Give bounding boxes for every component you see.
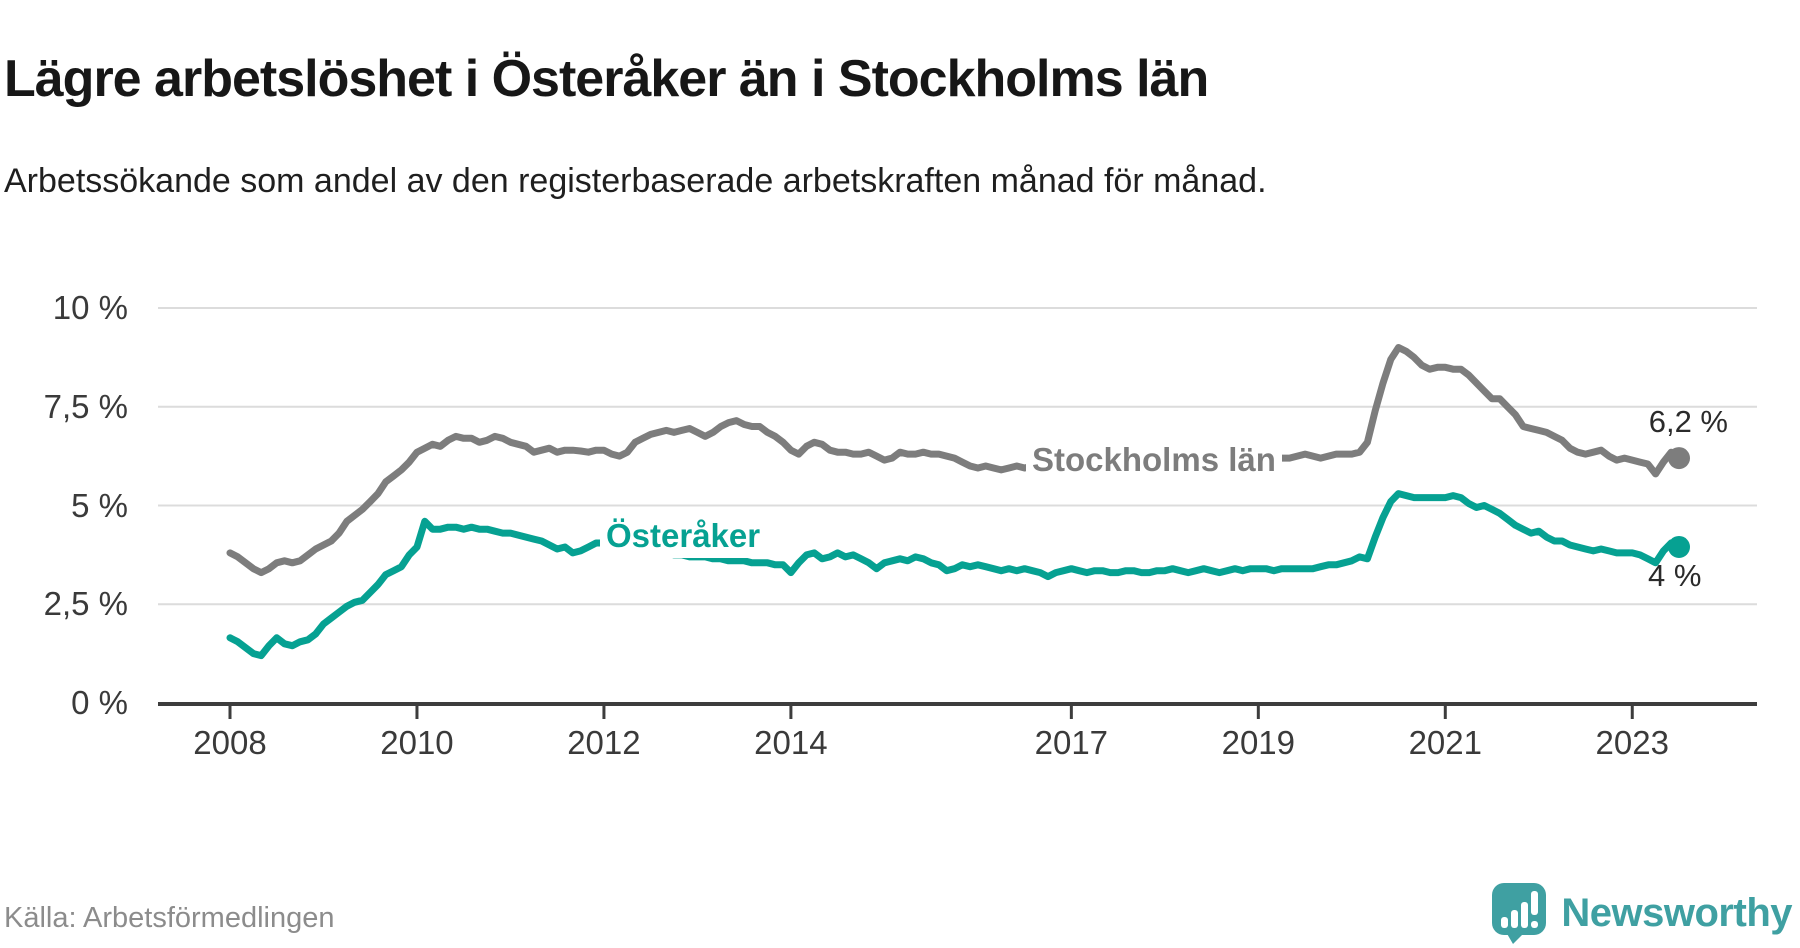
- x-axis-ticks: [228, 706, 1634, 719]
- x-tick-2: 2012: [567, 724, 641, 761]
- series-line-sthlm: [226, 344, 1683, 577]
- y-tick-3: 2,5 %: [43, 585, 128, 623]
- y-tick-1: 7,5 %: [43, 387, 128, 425]
- source-note: Källa: Arbetsförmedlingen: [4, 902, 335, 934]
- y-tick-0: 10 %: [52, 289, 128, 326]
- x-tick-5: 2019: [1221, 724, 1296, 761]
- brand-name: Newsworthy: [1561, 890, 1792, 935]
- x-tick-0: 2008: [193, 724, 267, 761]
- chart-subtitle: Arbetssökande som andel av den registerb…: [4, 162, 1267, 200]
- end-dot-sthlm: [1668, 447, 1690, 470]
- series-line-osteraker: [226, 490, 1683, 660]
- newsworthy-icon: [1492, 883, 1547, 944]
- series-label-osteraker: Österåker: [600, 514, 767, 558]
- y-tick-2: 5 %: [71, 486, 128, 524]
- x-tick-7: 2023: [1595, 724, 1669, 761]
- page-title: Lägre arbetslöshet i Österåker än i Stoc…: [4, 49, 1209, 108]
- end-value-label-sthlm: 6,2 %: [1648, 404, 1728, 439]
- x-tick-4: 2017: [1034, 724, 1109, 761]
- end-dot-osteraker: [1668, 535, 1690, 558]
- x-tick-3: 2014: [754, 724, 828, 761]
- x-tick-1: 2010: [380, 724, 454, 761]
- series-label-sthlm: Stockholms län: [1026, 438, 1282, 482]
- end-value-label-osteraker: 4 %: [1648, 558, 1702, 593]
- y-tick-4: 0 %: [71, 684, 128, 721]
- brand-logo: Newsworthy: [1491, 882, 1792, 944]
- x-tick-6: 2021: [1408, 724, 1482, 761]
